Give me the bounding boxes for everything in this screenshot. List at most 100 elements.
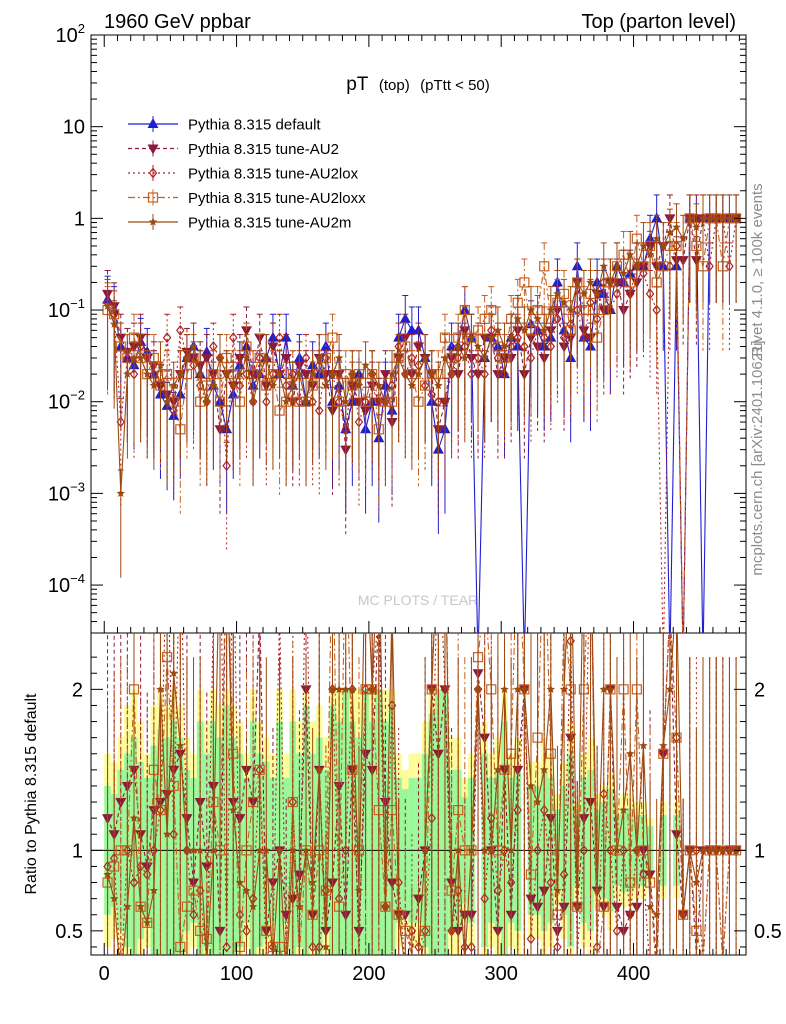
point-au2m (592, 289, 602, 298)
legend-label: Pythia 8.315 tune-AU2lox (188, 166, 359, 183)
ratio-point-au2m (182, 845, 192, 854)
ratio-point-au2m (639, 741, 648, 750)
point-au2m (487, 333, 496, 342)
ratio-point-au2m (169, 668, 178, 677)
point-au2m (129, 353, 139, 362)
point-au2m (566, 305, 575, 314)
legend-label: Pythia 8.315 tune-AU2m (188, 215, 351, 232)
ratio-line-au2lox (107, 633, 737, 955)
ratio-point-au2m (288, 845, 298, 854)
x-tick-label: 200 (352, 963, 385, 985)
point-au2m (229, 381, 238, 390)
ratio-point-au2loxx (115, 845, 126, 856)
ratio-point-au2m (255, 845, 264, 854)
ratio-point-au2m (539, 765, 549, 774)
point-au2 (459, 326, 471, 337)
point-au2m (401, 369, 410, 378)
ratio-point-au2m (705, 845, 714, 854)
ratio-point-au2m (420, 845, 430, 854)
ratio-point-au2m (235, 878, 245, 887)
point-au2m (573, 277, 582, 287)
ratio-point-au2m (321, 942, 331, 951)
point-au2lox (301, 352, 311, 364)
axes: 102 10 1 10−1 10−2 10−3 10−4 0.5 0.5 1 1 2 2 0 100 200 3… (48, 21, 782, 985)
ratio-point-au2m (394, 910, 403, 919)
legend-marker-au2m (148, 217, 158, 226)
ratio-line-au2m (106, 633, 737, 955)
point-au2m (579, 289, 589, 298)
point-au2m (242, 353, 251, 362)
ratio-point-au2m (467, 845, 476, 854)
y-tick-label: 10−4 (48, 571, 85, 597)
ratio-point-au2m (149, 886, 159, 895)
point-au2m (156, 360, 165, 369)
point-au2lox (176, 324, 185, 336)
y-tick-label: 10−2 (48, 388, 85, 414)
point-au2m (725, 213, 734, 222)
legend: Pythia 8.315 default Pythia 8.315 tune-AU… (128, 116, 366, 232)
point-au2 (280, 353, 292, 364)
ratio-point-au2m (275, 845, 284, 854)
y-tick-label: 10−1 (48, 296, 85, 322)
ratio-point-au2m (229, 805, 238, 814)
ratio-point-au2m (447, 926, 456, 935)
ratio-point-au2m (592, 886, 602, 895)
ratio-point-au2m (176, 741, 185, 750)
ratio-point-au2m (559, 684, 569, 693)
legend-marker-default (147, 118, 159, 128)
point-au2m (645, 250, 655, 259)
point-au2m (328, 369, 337, 378)
ratio-point-au2m (665, 684, 675, 693)
ratio-point-au2m (143, 918, 152, 927)
ratio-point-au2m (453, 845, 463, 854)
point-au2m (248, 397, 258, 406)
ratio-point-au2m (195, 845, 205, 854)
point-au2m (109, 319, 119, 328)
point-au2m (341, 397, 350, 406)
point-au2m (711, 213, 721, 222)
point-au2m (639, 241, 648, 250)
ratio-point-au2m (606, 684, 615, 693)
ratio-point-au2m (136, 902, 145, 911)
point-au2m (301, 397, 311, 406)
ratio-point-au2lox (222, 941, 231, 953)
point-au2loxx (115, 341, 126, 352)
point-au2m (149, 381, 159, 390)
point-au2loxx (539, 261, 550, 272)
point-au2m (513, 314, 522, 323)
point-au2m (493, 325, 503, 334)
ratio-point-au2m (473, 684, 483, 693)
x-tick-label: 400 (617, 963, 650, 985)
legend-marker-au2 (147, 144, 159, 155)
point-au2m (103, 301, 112, 310)
ratio-point-au2m (678, 910, 688, 919)
watermark: MC PLOTS / TEAR (358, 592, 478, 608)
point-au2m (348, 369, 357, 378)
point-au2m (308, 369, 317, 378)
ratio-point-au2m (692, 878, 701, 887)
ratio-point-au2m (354, 886, 364, 895)
point-au2m (467, 333, 476, 342)
ratio-point-au2m (711, 845, 721, 854)
legend-label: Pythia 8.315 default (188, 117, 321, 134)
point-au2 (379, 370, 391, 381)
point-au2m (460, 353, 470, 362)
plot-title-sub2: (pTtt < 50) (420, 77, 490, 94)
point-au2m (136, 353, 145, 362)
ratio-y-tick-label-right: 2 (754, 679, 765, 701)
ratio-point-au2m (480, 845, 489, 854)
point-au2m (453, 342, 463, 351)
point-au2m (586, 277, 595, 287)
point-au2m (169, 381, 178, 390)
point-au2m (698, 213, 708, 222)
ratio-point-au2m (493, 765, 503, 774)
point-au2m (262, 353, 271, 362)
x-tick-label: 0 (99, 963, 110, 985)
ratio-point-au2m (632, 845, 642, 854)
series-line-au2loxx (107, 217, 737, 633)
point-au2m (315, 353, 324, 362)
ratio-point-au2m (718, 845, 728, 854)
point-au2m (189, 342, 198, 351)
ratio-ylabel: Ratio to Pythia 8.315 default (23, 693, 40, 895)
